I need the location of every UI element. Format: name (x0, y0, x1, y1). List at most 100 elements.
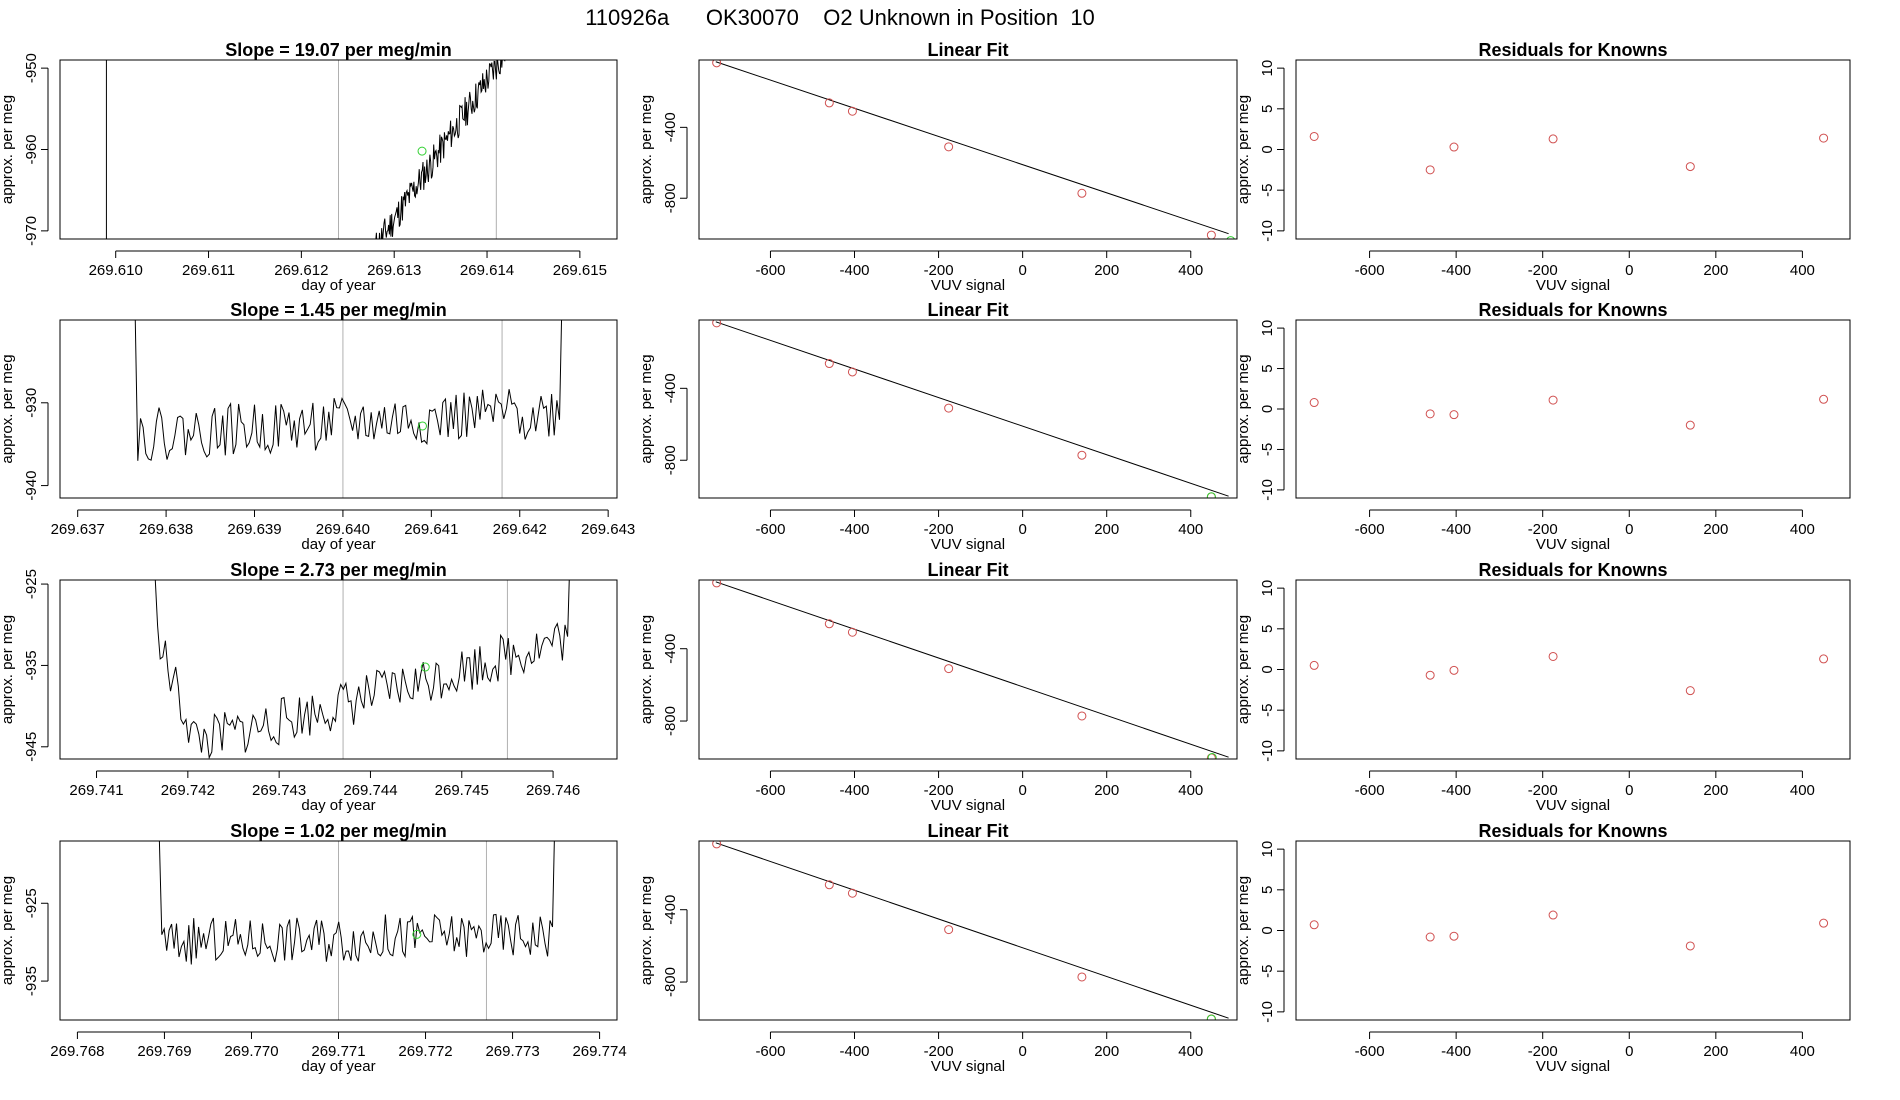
x-tick-label: -200 (924, 782, 954, 799)
panel-title: Residuals for Knowns (1478, 40, 1667, 60)
known-point (1819, 133, 1829, 143)
x-tick-label: 269.769 (137, 1043, 191, 1060)
x-tick-label: -600 (1355, 262, 1385, 279)
x-tick-label: 269.642 (493, 521, 547, 538)
y-axis-label: approx. per meg (0, 876, 16, 985)
panel-scatter-0-2: Residuals for Knowns -600 -400 -200 0 200 400 V… (1235, 40, 1851, 294)
x-tick-label: 269.638 (139, 521, 193, 538)
y-tick-label: 5 (1259, 886, 1276, 894)
known-point (1425, 409, 1435, 419)
plot-area (105, 60, 506, 239)
x-axis-label: VUV signal (931, 1058, 1005, 1075)
x-tick-label: 269.637 (51, 521, 105, 538)
known-point (1309, 131, 1319, 141)
panel-title: Residuals for Knowns (1478, 821, 1667, 841)
plot-area (712, 60, 1235, 239)
plot-frame (1295, 59, 1851, 240)
known-point (1449, 931, 1459, 941)
y-tick-label: -940 (23, 471, 40, 501)
known-point (1685, 162, 1695, 172)
x-tick-label: -400 (1441, 782, 1471, 799)
x-tick-label: 269.745 (435, 782, 489, 799)
known-point (847, 106, 857, 116)
unknown-point (412, 929, 422, 939)
x-axis-label: VUV signal (1536, 277, 1610, 294)
y-axis-label: approx. per meg (0, 615, 16, 724)
x-axis-label: day of year (301, 1058, 375, 1075)
x-tick-label: 0 (1018, 782, 1026, 799)
plot-frame (698, 59, 1238, 240)
known-point (1425, 670, 1435, 680)
plot-area (712, 841, 1229, 1020)
x-tick-label: 269.615 (553, 262, 607, 279)
known-point (944, 142, 954, 152)
y-tick-label: -10 (1259, 740, 1276, 762)
y-axis-label: approx. per meg (0, 354, 16, 463)
x-tick-label: 400 (1790, 262, 1815, 279)
unknown-point (1207, 753, 1217, 759)
x-tick-label: -600 (755, 782, 785, 799)
y-axis-label: approx. per meg (1235, 876, 1252, 985)
y-tick-label: -10 (1259, 1001, 1276, 1023)
y-tick-label: -400 (662, 112, 679, 142)
x-tick-label: -600 (1355, 521, 1385, 538)
y-tick-label: -800 (662, 706, 679, 736)
y-axis-label: approx. per meg (638, 615, 655, 724)
x-axis-label: VUV signal (1536, 1058, 1610, 1075)
known-point (712, 580, 722, 588)
y-tick-label: -5 (1259, 184, 1276, 197)
unknown-point (417, 146, 427, 156)
plot-frame (59, 579, 618, 760)
y-tick-label: 5 (1259, 364, 1276, 372)
x-tick-label: 269.613 (367, 262, 421, 279)
known-point (1077, 450, 1087, 460)
known-point (1548, 651, 1558, 661)
x-tick-label: -600 (755, 521, 785, 538)
y-tick-label: 10 (1259, 580, 1276, 597)
trace-line (375, 60, 506, 239)
plot-area (712, 320, 1229, 498)
panel-line-2-0: Slope = 2.73 per meg/min 269.741 269.742 26… (0, 560, 618, 814)
plot-area (1309, 131, 1829, 175)
y-tick-label: -400 (662, 373, 679, 403)
known-point (1548, 395, 1558, 405)
x-axis-label: VUV signal (931, 797, 1005, 814)
x-tick-label: -600 (755, 262, 785, 279)
y-tick-label: -5 (1259, 443, 1276, 456)
x-tick-label: -200 (1528, 521, 1558, 538)
y-axis-label: approx. per meg (638, 95, 655, 204)
x-tick-label: 269.772 (398, 1043, 452, 1060)
panel-title: Linear Fit (927, 560, 1008, 580)
known-point (1077, 972, 1087, 982)
panel-title: Slope = 1.45 per meg/min (230, 300, 447, 320)
x-axis-label: VUV signal (1536, 797, 1610, 814)
x-tick-label: 0 (1625, 521, 1633, 538)
trace-line (154, 580, 570, 759)
x-tick-label: -400 (1441, 262, 1471, 279)
plot-area (134, 320, 563, 498)
known-point (1449, 665, 1459, 675)
plot-frame (59, 59, 618, 240)
x-tick-label: 269.643 (581, 521, 635, 538)
known-point (1425, 932, 1435, 942)
x-tick-label: 269.611 (182, 262, 235, 279)
x-tick-label: 200 (1703, 782, 1728, 799)
x-tick-label: -400 (840, 262, 870, 279)
x-tick-label: 0 (1625, 262, 1633, 279)
x-tick-label: 400 (1178, 782, 1203, 799)
plot-frame (1295, 319, 1851, 499)
x-tick-label: 0 (1625, 1043, 1633, 1060)
known-point (1077, 711, 1087, 721)
x-axis-label: VUV signal (1536, 536, 1610, 553)
x-tick-label: 400 (1178, 521, 1203, 538)
known-point (1685, 686, 1695, 696)
y-tick-label: 10 (1259, 60, 1276, 77)
y-tick-label: -945 (23, 732, 40, 762)
x-tick-label: 269.614 (460, 262, 514, 279)
known-point (1425, 165, 1435, 175)
x-tick-label: 200 (1703, 1043, 1728, 1060)
y-tick-label: -5 (1259, 704, 1276, 717)
known-point (944, 403, 954, 413)
panel-scatter-3-2: Residuals for Knowns -600 -400 -200 0 200 400 V… (1235, 821, 1851, 1075)
